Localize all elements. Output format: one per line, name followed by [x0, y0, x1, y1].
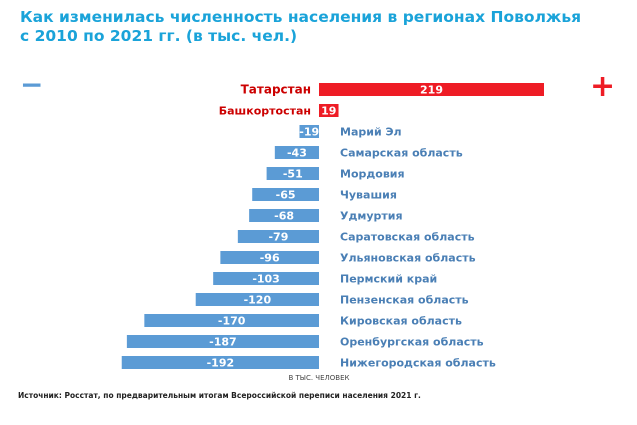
bar-4	[274, 146, 319, 159]
value-label-8: -79	[268, 231, 288, 244]
category-label-8: Саратовская область	[340, 231, 475, 244]
value-label-11: -120	[244, 294, 272, 307]
bar-1	[319, 83, 544, 96]
value-label-7: -68	[274, 210, 294, 223]
value-label-6: -65	[276, 189, 296, 202]
bar-9	[220, 251, 319, 264]
bar-8	[237, 230, 319, 243]
value-label-5: -51	[283, 168, 303, 181]
category-label-13: Оренбургская область	[340, 336, 484, 349]
value-label-2: 19	[321, 105, 336, 118]
value-label-14: -192	[207, 357, 235, 370]
chart-title-line-2: с 2010 по 2021 гг. (в тыс. чел.)	[20, 27, 298, 45]
category-label-3: Марий Эл	[340, 126, 402, 139]
category-label-2: Башкортостан	[219, 105, 311, 118]
value-label-10: -103	[252, 273, 280, 286]
bar-11	[195, 293, 319, 306]
bar-10	[213, 272, 319, 285]
bar-14	[121, 356, 320, 369]
value-label-9: -96	[260, 252, 280, 265]
category-label-12: Кировская область	[340, 315, 462, 328]
source-note: Источник: Росстат, по предварительным ит…	[18, 391, 421, 400]
category-label-4: Самарская область	[340, 147, 463, 160]
bar-12	[144, 314, 319, 327]
category-label-7: Удмуртия	[340, 210, 403, 223]
value-label-13: -187	[209, 336, 237, 349]
value-label-12: -170	[218, 315, 246, 328]
value-label-4: -43	[287, 147, 307, 160]
bar-2	[319, 104, 339, 117]
category-label-9: Ульяновская область	[340, 252, 476, 265]
category-label-6: Чувашия	[340, 189, 397, 202]
value-label-3: -19	[299, 126, 319, 139]
x-axis-label: В ТЫС. ЧЕЛОВЕК	[288, 374, 349, 382]
value-label-1: 219	[420, 84, 443, 97]
bar-6	[252, 188, 319, 201]
plus-symbol: +	[590, 69, 615, 104]
category-label-10: Пермский край	[340, 273, 437, 286]
category-label-11: Пензенская область	[340, 294, 469, 307]
bar-7	[249, 209, 319, 222]
minus-symbol: −	[20, 68, 43, 101]
bar-3	[299, 125, 319, 138]
chart-title-line-1: Как изменилась численность населения в р…	[20, 8, 582, 26]
chart-title: Как изменилась численность населения в р…	[20, 8, 630, 46]
bar-13	[126, 335, 319, 348]
category-label-14: Нижегородская область	[340, 357, 496, 370]
category-label-5: Мордовия	[340, 168, 405, 181]
bar-5	[266, 167, 319, 180]
category-label-1: Татарстан	[241, 83, 311, 97]
